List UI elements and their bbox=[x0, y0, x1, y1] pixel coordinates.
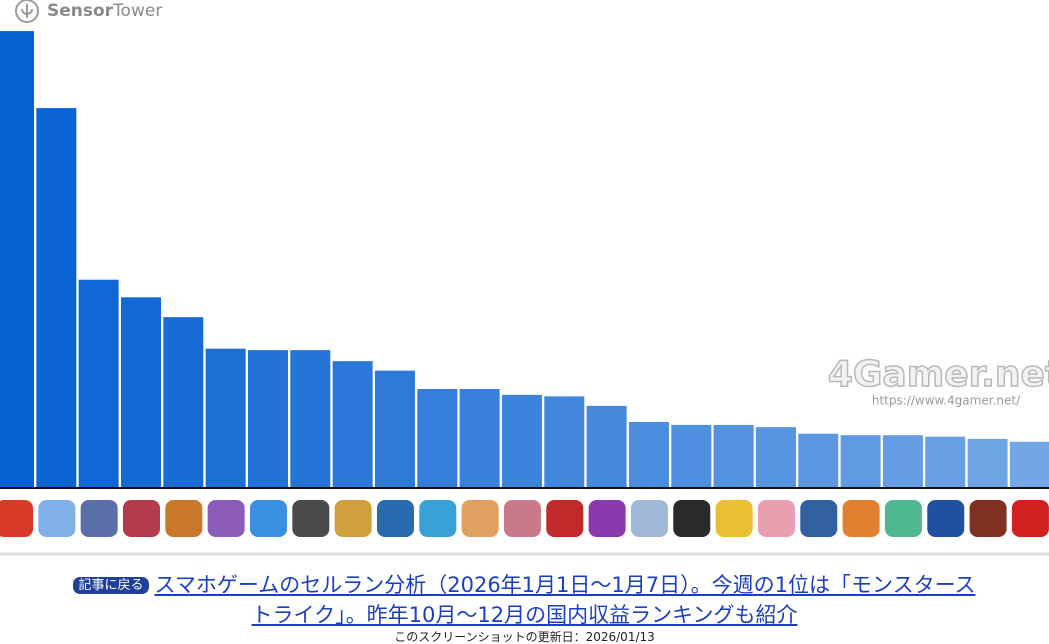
app-icon bbox=[122, 500, 160, 537]
logo-icon bbox=[15, 0, 39, 23]
app-icon bbox=[419, 500, 457, 537]
app-icon bbox=[588, 500, 626, 537]
bar bbox=[501, 394, 542, 488]
bar bbox=[798, 433, 839, 488]
logo-product: Tower bbox=[112, 1, 162, 21]
bar bbox=[247, 350, 288, 488]
back-badge[interactable]: 記事に戻る bbox=[73, 577, 149, 594]
logo-brand: Sensor bbox=[47, 1, 114, 21]
article-link[interactable]: 記事に戻る スマホゲームのセルラン分析（2026年1月1日〜1月7日）。今週の1位… bbox=[65, 570, 985, 630]
icons bbox=[0, 500, 1049, 537]
app-icon bbox=[884, 500, 922, 537]
bar bbox=[332, 361, 373, 488]
app-icon bbox=[927, 500, 965, 537]
bar bbox=[882, 435, 923, 488]
bar bbox=[78, 279, 119, 488]
bar bbox=[36, 108, 77, 489]
app-icon bbox=[249, 500, 287, 537]
app-icon bbox=[334, 500, 372, 537]
app-icon bbox=[80, 500, 118, 537]
bar bbox=[840, 435, 881, 488]
bar bbox=[417, 388, 458, 488]
bar bbox=[0, 31, 34, 489]
bar bbox=[671, 424, 712, 488]
app-icon bbox=[503, 500, 541, 537]
app-icon bbox=[842, 500, 880, 537]
article-title[interactable]: スマホゲームのセルラン分析（2026年1月1日〜1月7日）。今週の1位は「モンス… bbox=[154, 573, 976, 627]
app-icon bbox=[673, 500, 711, 537]
bars bbox=[0, 31, 1049, 489]
bar bbox=[713, 424, 754, 488]
watermark-url: https://www.4gamer.net/ bbox=[872, 394, 1021, 408]
bar bbox=[163, 317, 204, 488]
bar bbox=[925, 436, 966, 488]
logo: SensorTower bbox=[47, 1, 162, 21]
app-icon bbox=[292, 500, 330, 537]
bar bbox=[374, 370, 415, 488]
bar bbox=[1009, 441, 1049, 488]
app-icon bbox=[1011, 500, 1049, 537]
bar bbox=[459, 388, 500, 488]
app-icon bbox=[800, 500, 838, 537]
bar bbox=[628, 421, 669, 488]
watermark: 4Gamer.net bbox=[828, 354, 1049, 395]
app-icon bbox=[969, 500, 1007, 537]
app-icon bbox=[461, 500, 499, 537]
updated: このスクリーンショットの更新日：2026/01/13 bbox=[394, 630, 655, 644]
logo-mark bbox=[21, 4, 33, 18]
app-icon bbox=[715, 500, 753, 537]
bar bbox=[544, 396, 585, 488]
app-icon bbox=[207, 500, 245, 537]
app-icon bbox=[165, 500, 203, 537]
bar bbox=[755, 427, 796, 488]
app-icon bbox=[630, 500, 668, 537]
app-icon bbox=[376, 500, 414, 537]
app-icon bbox=[38, 500, 76, 537]
bar bbox=[290, 350, 331, 488]
bar bbox=[120, 297, 161, 488]
bar bbox=[205, 348, 246, 488]
footer: 記事に戻る スマホゲームのセルラン分析（2026年1月1日〜1月7日）。今週の1位… bbox=[0, 570, 1049, 644]
bar bbox=[967, 438, 1008, 488]
app-icon bbox=[757, 500, 795, 537]
bar bbox=[586, 405, 627, 488]
app-icon bbox=[546, 500, 584, 537]
chart: SensorTower 4Gamer.net https://www.4game… bbox=[0, 0, 1049, 556]
app-icon bbox=[0, 500, 33, 537]
